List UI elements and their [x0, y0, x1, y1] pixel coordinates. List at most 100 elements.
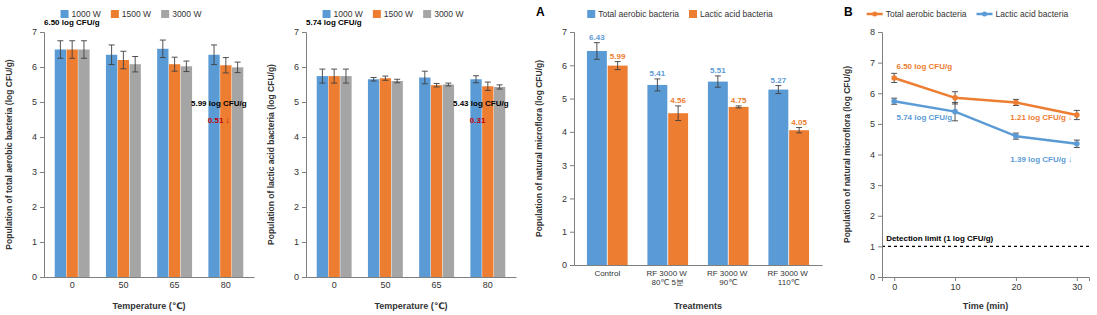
- tick-label: 6: [562, 61, 567, 71]
- annotation: 6.50 log CFU/g: [896, 62, 952, 71]
- legend-symbol: [872, 12, 877, 17]
- bar-series: [78, 41, 243, 277]
- tick-label: 2: [870, 211, 875, 221]
- legend-label: Total aerobic bacteria: [598, 9, 679, 19]
- line-series: [891, 98, 1080, 147]
- data-label: 4.56: [670, 96, 686, 105]
- tick-mark: [878, 124, 882, 125]
- error-bar: [394, 79, 400, 83]
- y-tick: 4: [294, 132, 306, 142]
- y-axis: 01234567: [294, 27, 307, 282]
- error-bar: [796, 128, 802, 133]
- tick-label: RF 3000 W 90℃: [707, 269, 750, 287]
- tick-label: 3: [294, 167, 299, 177]
- y-tick: 7: [562, 27, 574, 37]
- bar: [608, 66, 628, 265]
- tick-mark: [302, 67, 306, 68]
- tick-label: 8: [870, 27, 875, 37]
- tick-label: 0: [562, 260, 567, 270]
- error-bar: [473, 76, 479, 83]
- x-tick: RF 3000 W 110℃: [767, 265, 810, 287]
- tick-label: RF 3000 W 80℃ 5분: [646, 269, 689, 287]
- tick-label: 7: [562, 27, 567, 37]
- legend: Total aerobic bacteriaLactic acid bacter…: [587, 9, 773, 19]
- y-tick: 4: [870, 150, 882, 160]
- legend-label: 3000 W: [434, 9, 463, 19]
- panel-label: A: [536, 5, 545, 19]
- bar: [419, 78, 430, 278]
- x-axis: 0102030: [883, 277, 1090, 292]
- marks: [587, 43, 809, 265]
- tick-label: 5: [562, 94, 567, 104]
- tick-label: 2: [562, 194, 567, 204]
- x-tick: 80: [483, 277, 493, 290]
- tick-label: 4: [32, 132, 37, 142]
- tick-label: 6: [294, 62, 299, 72]
- y-tick: 1: [562, 227, 574, 237]
- legend-item: Total aerobic bacteria: [867, 9, 967, 19]
- tick-mark: [894, 277, 895, 281]
- tick-mark: [302, 277, 306, 278]
- bar: [768, 90, 788, 265]
- plot: 01234567ControlRF 3000 W 80℃ 5분RF 3000 W…: [562, 27, 823, 287]
- panel-label: B: [844, 5, 853, 19]
- x-tick: 65: [170, 277, 180, 290]
- legend-symbol: [982, 12, 987, 17]
- error-bar: [183, 61, 189, 72]
- tick-mark: [40, 102, 44, 103]
- y-tick: 2: [562, 194, 574, 204]
- legend-symbol: [423, 10, 431, 18]
- y-axis-title: Population of total aerobic bacteria (lo…: [4, 59, 14, 249]
- y-tick: 3: [870, 181, 882, 191]
- tick-mark: [40, 207, 44, 208]
- x-tick: 50: [118, 277, 128, 290]
- tick-mark: [878, 32, 882, 33]
- legend-label: 1500 W: [122, 9, 151, 19]
- bar: [368, 79, 379, 277]
- y-tick: 1: [32, 237, 44, 247]
- error-bar: [675, 106, 681, 121]
- tick-label: 5: [294, 97, 299, 107]
- tick-label: 1: [32, 237, 37, 247]
- tick-label: 80: [221, 280, 231, 290]
- x-tick: RF 3000 W 80℃ 5분: [646, 265, 689, 287]
- y-tick: 6: [870, 89, 882, 99]
- y-tick: 6: [562, 61, 574, 71]
- tick-mark: [302, 172, 306, 173]
- y-tick: 5: [870, 119, 882, 129]
- x-axis: 0 50 65 80: [45, 277, 255, 290]
- data-label: 4.05: [791, 118, 807, 127]
- y-tick: 6: [294, 62, 306, 72]
- tick-label: 0: [70, 280, 75, 290]
- axis-line: [45, 277, 255, 278]
- legend-item: 1000 W: [61, 9, 101, 19]
- x-axis-title: Time (min): [963, 301, 1008, 311]
- tick-mark: [302, 207, 306, 208]
- x-tick: 20: [1011, 277, 1021, 292]
- tick-mark: [570, 232, 574, 233]
- y-axis: 01234567: [32, 27, 45, 282]
- x-tick: 0: [70, 277, 75, 290]
- y-tick: 5: [562, 94, 574, 104]
- error-bar: [736, 106, 742, 108]
- y-tick: 4: [562, 127, 574, 137]
- legend-item: 3000 W: [161, 9, 201, 19]
- legend-label: 1000 W: [72, 9, 101, 19]
- line: [894, 101, 1077, 144]
- error-bar: [952, 102, 958, 120]
- bar: [220, 65, 231, 277]
- error-bar: [223, 58, 229, 73]
- error-bar: [445, 83, 451, 86]
- error-bar: [57, 41, 63, 59]
- data-label: 5.27: [771, 76, 787, 85]
- marks: [882, 73, 1089, 246]
- error-bar: [1013, 133, 1019, 139]
- y-tick: 5: [32, 97, 44, 107]
- panel: 0123456705065805.74 log CFU/g5.43 log CF…: [266, 9, 517, 311]
- x-tick: 65: [432, 277, 442, 290]
- data-labels: 6.435.415.515.275.994.564.754.05: [589, 33, 807, 127]
- tick-label: 0: [870, 272, 875, 282]
- x-axis-title: Treatments: [674, 301, 722, 311]
- annotation: 0.31: [470, 116, 486, 125]
- bar: [647, 85, 667, 265]
